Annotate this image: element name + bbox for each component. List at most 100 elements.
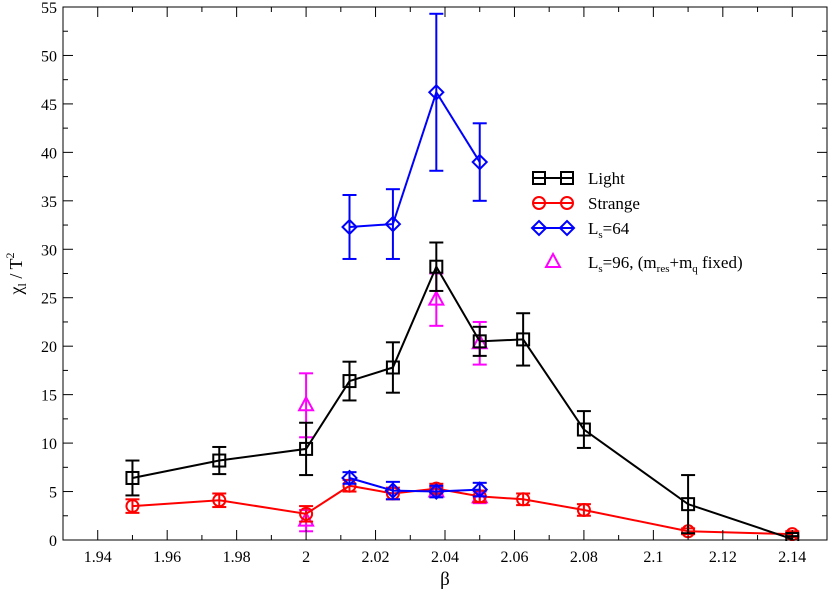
x-tick-label: 2.1 xyxy=(643,549,663,566)
legend-ls64-sub: s xyxy=(598,229,602,241)
y-tick-label: 50 xyxy=(41,48,57,65)
ls64-error-bar xyxy=(385,188,400,260)
legend-label-light: Light xyxy=(588,169,625,188)
legend-marker-right xyxy=(558,219,576,237)
x-axis-label: β xyxy=(440,569,450,590)
legend-ls64-main: L xyxy=(588,219,598,238)
axes: 1.94 1.96 1.98 2 2.02 2.04 2.06 2.08 2.1 2.12 2.14… xyxy=(41,0,828,566)
legend-label-ls96: Ls=96, (mres+mq fixed) xyxy=(588,253,743,275)
ls64-point xyxy=(384,482,402,499)
y-axis-label-sub: l xyxy=(15,283,29,287)
y-tick-label: 10 xyxy=(41,436,57,453)
y-tick-label: 25 xyxy=(41,291,57,308)
light-error-bar xyxy=(125,459,140,497)
light-error-bar xyxy=(472,325,487,357)
legend-ls96-mid: =96, (m xyxy=(603,253,657,272)
legend-ls96-sub3: q xyxy=(692,263,698,275)
legend-marker-right xyxy=(560,196,574,210)
legend-marker-strange xyxy=(532,196,574,210)
strange-point xyxy=(576,502,591,517)
light-point xyxy=(576,422,591,437)
legend-ls96-sub2: res xyxy=(657,263,670,275)
x-tick-label: 1.98 xyxy=(223,549,251,566)
light-error-bar xyxy=(576,410,591,449)
strange-point xyxy=(299,506,314,521)
light-point xyxy=(516,332,531,347)
x-tick-label: 2 xyxy=(302,549,310,566)
ls96-point xyxy=(427,289,445,306)
ls64-point xyxy=(427,83,445,101)
ls64-point xyxy=(341,469,358,487)
ls64-line xyxy=(349,477,480,493)
y-tick-label: 35 xyxy=(41,194,57,211)
ls64-error-bar xyxy=(429,12,444,172)
y-tick-label: 20 xyxy=(41,339,57,356)
legend-label-strange: Strange xyxy=(588,194,640,213)
light-point xyxy=(429,259,444,274)
legend-entry-strange: Strange xyxy=(532,194,640,213)
light-error-bar xyxy=(212,445,227,476)
ls64-point xyxy=(471,153,489,171)
legend-marker-right xyxy=(560,171,574,185)
series-light xyxy=(125,241,800,541)
ls64-line xyxy=(349,89,481,228)
light-error-bar xyxy=(681,474,696,535)
legend-entry-light: Light xyxy=(532,169,625,188)
plot-frame xyxy=(62,6,828,541)
ls64-point xyxy=(471,481,489,499)
legend-entry-ls96: Ls=96, (mres+mq fixed) xyxy=(544,251,743,275)
y-tick-label: 55 xyxy=(41,0,57,17)
light-point xyxy=(299,441,314,456)
y-tick-label: 40 xyxy=(41,145,57,162)
legend-marker-ls96 xyxy=(544,251,562,268)
legend-marker-left xyxy=(532,196,546,210)
light-point xyxy=(681,497,696,512)
light-point xyxy=(472,334,487,349)
x-tick-label: 2.06 xyxy=(500,549,528,566)
legend-marker-left xyxy=(532,171,546,185)
ls64-error-bar xyxy=(472,122,487,202)
y-axis-label-main: χ xyxy=(6,287,26,296)
x-tick-label: 2.04 xyxy=(431,549,459,566)
x-tick-label: 2.12 xyxy=(709,549,737,566)
y-axis-label-sup: 2 xyxy=(3,252,17,258)
y-tick-label: 30 xyxy=(41,242,57,259)
ls64-point xyxy=(384,215,402,233)
y-tick-label: 15 xyxy=(41,388,57,405)
legend-marker-light xyxy=(532,171,574,185)
x-tick-label: 2.14 xyxy=(778,549,806,566)
x-tick-label: 2.02 xyxy=(362,549,390,566)
strange-point xyxy=(212,493,227,508)
legend-marker-ls64 xyxy=(530,219,576,237)
ls96-point xyxy=(297,395,315,412)
legend-ls96-rest: fixed) xyxy=(698,253,743,272)
light-point xyxy=(125,470,140,485)
ls64-point xyxy=(427,483,445,500)
plot-area xyxy=(125,12,800,541)
light-error-bar xyxy=(385,341,400,394)
legend-marker-left xyxy=(530,219,548,237)
y-tick-label: 45 xyxy=(41,97,57,114)
y-axis-label: χl / T2 xyxy=(3,252,29,295)
legend-entry-ls64: Ls=64 xyxy=(530,219,630,241)
ls64-error-bar xyxy=(342,194,357,260)
series-strange xyxy=(125,478,800,541)
legend-ls96-sub: s xyxy=(598,263,602,275)
legend-ls64-rest: =64 xyxy=(603,219,630,238)
legend-ls96-main: L xyxy=(588,253,598,272)
light-error-bar xyxy=(342,360,357,402)
x-tick-label: 1.96 xyxy=(153,549,181,566)
strange-point xyxy=(516,492,531,507)
light-error-bar xyxy=(516,312,531,367)
legend: Light Strange Ls=64 Ls=96, (mres+mq fixe… xyxy=(530,169,743,275)
legend-ls96-mid2: +m xyxy=(669,253,692,272)
y-axis-label-rest: / T xyxy=(6,258,26,283)
legend-label-ls64: Ls=64 xyxy=(588,219,630,241)
series-ls64 xyxy=(341,12,489,501)
legend-marker xyxy=(544,251,562,268)
light-point xyxy=(212,453,227,468)
light-error-bar xyxy=(429,241,444,292)
light-error-bar xyxy=(299,421,314,477)
x-tick-label: 2.08 xyxy=(570,549,598,566)
